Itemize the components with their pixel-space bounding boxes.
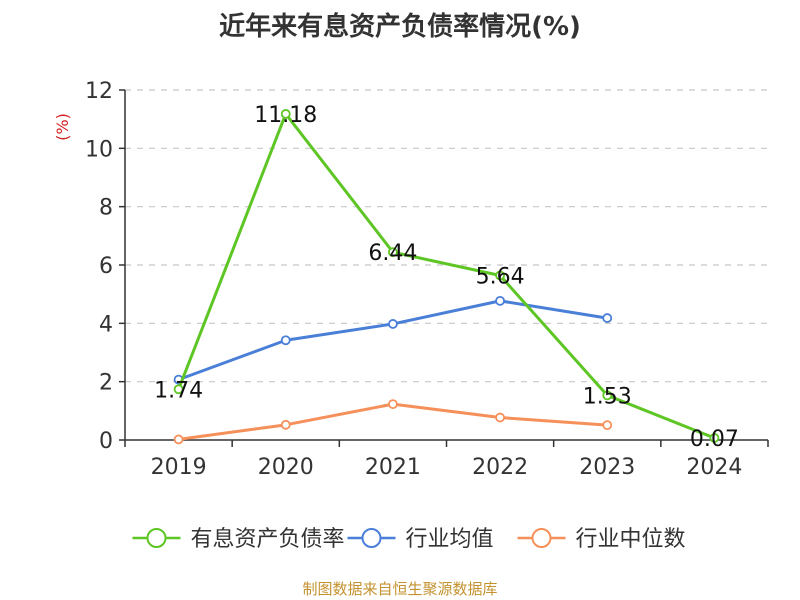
- data-label: 1.53: [583, 384, 632, 409]
- data-label: 0.07: [690, 427, 739, 452]
- data-point[interactable]: [388, 247, 398, 258]
- series-2: [173, 399, 613, 445]
- x-tick-label: 2022: [472, 455, 528, 480]
- data-labels: 1.74 11.18 6.44 5.64 1.53 0.07: [154, 103, 739, 452]
- y-tick-label: 4: [99, 312, 113, 337]
- chart-title: 近年来有息资产负债率情况(%): [219, 12, 581, 42]
- data-label: 1.74: [154, 378, 203, 403]
- source-note: 制图数据来自恒生聚源数据库: [302, 580, 498, 598]
- x-tick-label: 2024: [686, 455, 742, 480]
- y-tick-label: 0: [99, 429, 113, 454]
- series-layer: [173, 109, 720, 445]
- series-line: [178, 299, 608, 382]
- legend-label: 行业均值: [406, 527, 494, 552]
- series-0: [173, 109, 720, 443]
- legend[interactable]: 有息资产负债率 行业均值 行业中位数: [132, 527, 686, 552]
- data-label: 6.44: [368, 241, 417, 266]
- data-point[interactable]: [280, 335, 291, 346]
- data-point[interactable]: [602, 420, 613, 431]
- y-tick-label: 12: [85, 79, 113, 104]
- x-tick-label: 2020: [258, 455, 314, 480]
- x-tick-label: 2023: [579, 455, 635, 480]
- data-point[interactable]: [280, 109, 291, 119]
- legend-label: 行业中位数: [576, 527, 686, 552]
- series-line: [178, 402, 608, 441]
- x-tick-label: 2021: [365, 455, 421, 480]
- y-tick-label: 10: [85, 137, 113, 162]
- legend-label: 有息资产负债率: [191, 527, 345, 552]
- data-label: 5.64: [476, 265, 525, 290]
- series-line: [177, 112, 715, 440]
- data-point[interactable]: [388, 399, 398, 410]
- legend-item[interactable]: 有息资产负债率: [132, 527, 345, 552]
- legend-item[interactable]: 行业中位数: [517, 527, 686, 552]
- y-tick-label: 2: [99, 371, 113, 396]
- y-tick-label: 8: [99, 196, 113, 221]
- legend-marker: [146, 528, 167, 548]
- data-point[interactable]: [280, 419, 291, 430]
- legend-item[interactable]: 行业均值: [347, 527, 494, 552]
- y-tick-label: 6: [99, 254, 113, 279]
- axes: 0 2 4 6 8 10 12 2019 2020 2021 2022 2023 2024: [85, 79, 769, 480]
- grid-lines: [125, 89, 768, 383]
- series-1: [173, 295, 613, 385]
- data-point[interactable]: [495, 295, 505, 306]
- data-point[interactable]: [173, 384, 184, 395]
- legend-marker: [531, 528, 552, 548]
- data-point[interactable]: [602, 313, 613, 323]
- data-label: 11.18: [254, 103, 317, 128]
- data-point[interactable]: [602, 390, 613, 401]
- data-point[interactable]: [495, 412, 505, 423]
- data-point[interactable]: [495, 270, 505, 281]
- data-point[interactable]: [388, 319, 398, 329]
- x-tick-label: 2019: [151, 455, 207, 480]
- legend-marker: [361, 528, 382, 548]
- data-point[interactable]: [709, 433, 720, 443]
- y-axis-label: (%): [53, 113, 72, 141]
- data-point[interactable]: [173, 434, 184, 445]
